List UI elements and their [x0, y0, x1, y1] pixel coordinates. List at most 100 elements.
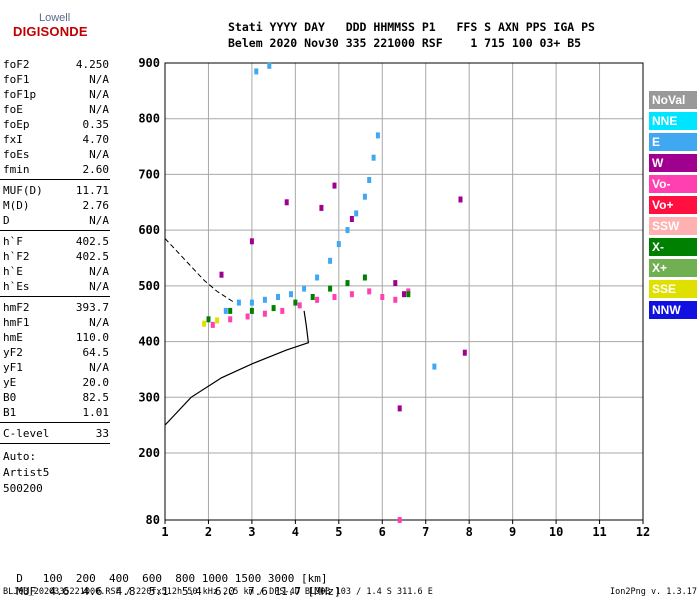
echo-point-xminus — [249, 307, 254, 314]
auto-line1: Auto: — [3, 450, 37, 463]
y-tick-label: 400 — [138, 335, 160, 349]
echo-point-vominus — [280, 307, 285, 314]
param-value: 20.0 — [82, 376, 110, 389]
echo-point-w — [219, 271, 224, 278]
legend-item-nnw: NNW — [649, 301, 697, 319]
echo-point-w — [393, 280, 398, 287]
echo-point-e — [254, 68, 259, 75]
param-value: 82.5 — [82, 391, 110, 404]
param-b1: B1 1.01 — [3, 406, 109, 420]
param-ye: yE 20.0 — [3, 376, 109, 390]
param-name: foEp — [3, 118, 30, 131]
panel-divider — [0, 443, 110, 444]
echo-point-vominus — [228, 316, 233, 323]
param-value: N/A — [89, 214, 109, 227]
param-hmf1: hmF1 N/A — [3, 316, 109, 330]
legend-item-xplus: X+ — [649, 259, 697, 277]
echo-point-e — [223, 307, 228, 314]
param-fmin: fmin 2.60 — [3, 163, 109, 177]
param-name: foEs — [3, 148, 30, 161]
param-name: hmE — [3, 331, 23, 344]
param-yf1: yF1 N/A — [3, 361, 109, 375]
echo-point-xminus — [406, 291, 411, 298]
echo-point-sse — [215, 317, 220, 324]
y-tick-label: 900 — [138, 56, 160, 70]
echo-point-w — [397, 405, 402, 412]
param-name: h`F2 — [3, 250, 30, 263]
x-tick-label: 8 — [466, 525, 473, 539]
echo-point-e — [371, 154, 376, 161]
echo-point-xminus — [362, 274, 367, 281]
header-row-1: Stati YYYY DAY DDD HHMMSS P1 FFS S AXN P… — [228, 20, 595, 34]
header-row-2: Belem 2020 Nov30 335 221000 RSF 1 715 10… — [228, 36, 582, 50]
echo-point-vominus — [315, 296, 320, 303]
x-tick-label: 4 — [292, 525, 299, 539]
echo-point-vominus — [210, 321, 215, 328]
footer-version: Ion2Png v. 1.3.17 — [610, 587, 697, 597]
legend-item-vominus: Vo- — [649, 175, 697, 193]
param-name: h`E — [3, 265, 23, 278]
param-value: 11.71 — [75, 184, 109, 197]
logo-lowell: Lowell — [39, 12, 71, 24]
legend-item-w: W — [649, 154, 697, 172]
x-tick-label: 7 — [422, 525, 429, 539]
y-tick-label: 700 — [138, 167, 160, 181]
echo-point-e — [345, 227, 350, 234]
echo-point-vominus — [349, 291, 354, 298]
echo-point-e — [336, 241, 341, 248]
param-value: N/A — [89, 316, 109, 329]
plot-frame — [164, 62, 644, 521]
auto-line3: 500200 — [3, 482, 43, 495]
param-yf2: yF2 64.5 — [3, 346, 109, 360]
param-name: D — [3, 214, 10, 227]
echo-point-vominus — [262, 310, 267, 317]
param-value: 1.01 — [82, 406, 110, 419]
echo-point-w — [462, 349, 467, 356]
x-tick-label: 2 — [205, 525, 212, 539]
echo-point-e — [276, 294, 280, 300]
param-value: 2.76 — [82, 199, 110, 212]
distance-label: D — [16, 572, 23, 585]
param-name: yE — [3, 376, 17, 389]
x-tick-label: 6 — [379, 525, 386, 539]
echo-point-w — [284, 199, 289, 206]
legend-item-noval: NoVal — [649, 91, 697, 109]
param-value: 402.5 — [75, 235, 109, 248]
echo-point-e — [328, 257, 333, 264]
param-name: yF1 — [3, 361, 23, 374]
param-value: 393.7 — [75, 301, 109, 314]
echo-point-vominus — [397, 517, 402, 523]
panel-divider — [0, 296, 110, 297]
echo-point-xminus — [293, 299, 298, 306]
param-b0: B0 82.5 — [3, 391, 109, 405]
muf-unit: [MHz] — [307, 585, 341, 598]
echo-point-sse — [202, 320, 207, 327]
footer-file-info: BLJ03_2020335221000.RSF / 220fx512h 50 k… — [3, 587, 433, 597]
param-value: 64.5 — [82, 346, 110, 359]
echo-point-vominus — [393, 296, 398, 303]
y-tick-label: 500 — [138, 279, 160, 293]
param-name: MUF(D) — [3, 184, 43, 197]
param-name: foF1 — [3, 73, 30, 86]
echo-point-e — [315, 274, 320, 281]
param-name: h`F — [3, 235, 23, 248]
param-md: M(D) 2.76 — [3, 199, 109, 213]
panel-divider — [0, 422, 110, 423]
echo-point-xminus — [310, 294, 315, 300]
param-value: 402.5 — [75, 250, 109, 263]
param-name: hmF1 — [3, 316, 30, 329]
y-tick-label: 800 — [138, 112, 160, 126]
muf-row: MUF 4.6 4.6 4.8 5.1 5.4 6.0 7.6 11.7 [MH… — [3, 572, 341, 598]
param-fof1: foF1 N/A — [3, 73, 109, 87]
legend-item-voplus: Vo+ — [649, 196, 697, 214]
echo-point-e — [249, 299, 254, 306]
echo-point-w — [458, 196, 463, 203]
echo-point-vominus — [245, 313, 250, 320]
param-value: 33 — [95, 427, 109, 440]
echo-point-vominus — [297, 302, 302, 309]
param-mufd: MUF(D) 11.71 — [3, 184, 109, 198]
echo-point-xminus — [271, 305, 276, 312]
param-value: 2.60 — [82, 163, 110, 176]
param-name: C-level — [3, 427, 50, 440]
